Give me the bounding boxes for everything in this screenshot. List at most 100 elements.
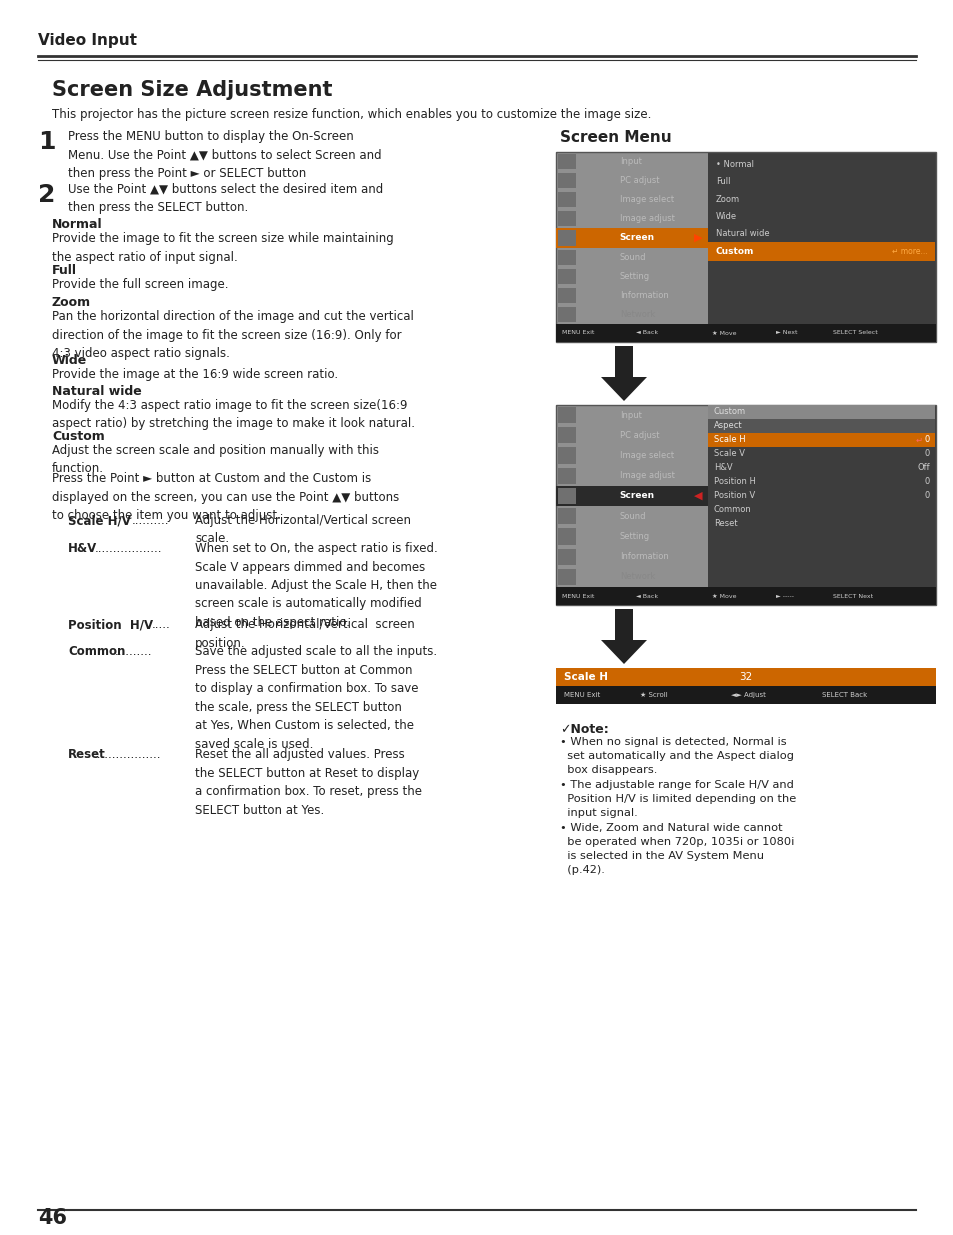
- Text: SELECT Select: SELECT Select: [833, 331, 877, 336]
- Text: Sound: Sound: [619, 253, 646, 262]
- Bar: [556, 405, 935, 605]
- Bar: [707, 405, 934, 419]
- Text: Provide the image at the 16:9 wide screen ratio.: Provide the image at the 16:9 wide scree…: [52, 368, 337, 382]
- Text: ✓Note:: ✓Note:: [559, 722, 608, 736]
- Text: Image select: Image select: [619, 451, 673, 461]
- Text: Reset: Reset: [68, 748, 106, 761]
- Bar: [707, 433, 934, 447]
- Bar: [558, 488, 576, 504]
- Text: Input: Input: [619, 157, 641, 165]
- Text: 2: 2: [38, 183, 55, 207]
- Text: ..........: ..........: [132, 514, 170, 527]
- Text: Scale H: Scale H: [713, 436, 745, 445]
- Text: Network: Network: [619, 572, 655, 582]
- Text: Image adjust: Image adjust: [619, 472, 674, 480]
- Text: Off: Off: [917, 463, 929, 473]
- Text: 0: 0: [923, 478, 929, 487]
- Text: Save the adjusted scale to all the inputs.
Press the SELECT button at Common
to : Save the adjusted scale to all the input…: [194, 645, 436, 751]
- Text: ★ Move: ★ Move: [711, 594, 736, 599]
- Bar: [558, 173, 576, 188]
- Bar: [556, 152, 707, 342]
- Bar: [556, 668, 935, 685]
- Text: 0: 0: [923, 492, 929, 500]
- Text: Scale H: Scale H: [563, 672, 607, 682]
- Text: ↵: ↵: [915, 436, 923, 445]
- Text: When set to On, the aspect ratio is fixed.
Scale V appears dimmed and becomes
un: When set to On, the aspect ratio is fixe…: [194, 542, 437, 629]
- Text: Full: Full: [52, 264, 77, 277]
- Text: ↵ more...: ↵ more...: [891, 247, 927, 256]
- Text: Information: Information: [619, 552, 668, 561]
- Text: Reset the all adjusted values. Press
the SELECT button at Reset to display
a con: Reset the all adjusted values. Press the…: [194, 748, 421, 816]
- Text: ► Next: ► Next: [776, 331, 797, 336]
- Bar: [558, 408, 576, 424]
- Text: Screen: Screen: [619, 233, 655, 242]
- Text: 1: 1: [38, 130, 55, 154]
- Text: Information: Information: [619, 290, 668, 300]
- Text: 46: 46: [38, 1208, 67, 1228]
- Text: ◄► Adjust: ◄► Adjust: [730, 692, 765, 698]
- Text: ★ Move: ★ Move: [711, 331, 736, 336]
- Bar: [558, 447, 576, 463]
- Text: Sound: Sound: [619, 511, 646, 521]
- Text: Natural wide: Natural wide: [52, 385, 142, 398]
- Text: • The adjustable range for Scale H/V and
  Position H/V is limited depending on : • The adjustable range for Scale H/V and…: [559, 781, 796, 818]
- Bar: [558, 569, 576, 585]
- Text: ..................: ..................: [94, 748, 161, 761]
- Text: Custom: Custom: [716, 247, 754, 256]
- Bar: [556, 152, 935, 342]
- Text: Setting: Setting: [619, 532, 649, 541]
- Text: Custom: Custom: [52, 430, 105, 443]
- Text: Provide the full screen image.: Provide the full screen image.: [52, 278, 229, 291]
- Text: Image select: Image select: [619, 195, 673, 204]
- Text: Input: Input: [619, 410, 641, 420]
- Bar: [707, 419, 934, 433]
- Text: Adjust the Horizontal/Vertical  screen
position.: Adjust the Horizontal/Vertical screen po…: [194, 618, 415, 650]
- Text: H&V: H&V: [713, 463, 732, 473]
- Text: .....: .....: [152, 618, 171, 631]
- Text: Wide: Wide: [716, 211, 737, 221]
- Bar: [558, 288, 576, 303]
- Bar: [556, 152, 935, 342]
- Text: Position  H/V: Position H/V: [68, 618, 153, 631]
- Bar: [558, 211, 576, 226]
- Text: Common: Common: [68, 645, 125, 658]
- Bar: [558, 154, 576, 169]
- Text: MENU Exit: MENU Exit: [561, 331, 594, 336]
- Text: Common: Common: [713, 505, 751, 515]
- Text: SELECT Next: SELECT Next: [833, 594, 873, 599]
- Text: 0: 0: [923, 436, 929, 445]
- Bar: [556, 587, 935, 605]
- Text: Aspect: Aspect: [713, 421, 741, 431]
- Text: Scale H/V: Scale H/V: [68, 514, 131, 527]
- Text: Wide: Wide: [52, 354, 87, 367]
- Text: ★ Scroll: ★ Scroll: [639, 692, 667, 698]
- Text: Pan the horizontal direction of the image and cut the vertical
direction of the : Pan the horizontal direction of the imag…: [52, 310, 414, 359]
- Text: Provide the image to fit the screen size while maintaining
the aspect ratio of i: Provide the image to fit the screen size…: [52, 232, 394, 263]
- Text: Network: Network: [619, 310, 655, 319]
- Bar: [558, 508, 576, 525]
- Text: MENU Exit: MENU Exit: [561, 594, 594, 599]
- Bar: [556, 228, 707, 247]
- Text: PC adjust: PC adjust: [619, 177, 659, 185]
- Text: Normal: Normal: [52, 219, 103, 231]
- Text: PC adjust: PC adjust: [619, 431, 659, 440]
- Text: Use the Point ▲▼ buttons select the desired item and
then press the SELECT butto: Use the Point ▲▼ buttons select the desi…: [68, 183, 383, 215]
- Text: Adjust the screen scale and position manually with this
function.: Adjust the screen scale and position man…: [52, 445, 378, 475]
- Text: Setting: Setting: [619, 272, 649, 280]
- Text: 0: 0: [923, 450, 929, 458]
- Bar: [556, 324, 935, 342]
- Text: Reset: Reset: [713, 520, 737, 529]
- Text: Press the MENU button to display the On-Screen
Menu. Use the Point ▲▼ buttons to: Press the MENU button to display the On-…: [68, 130, 381, 180]
- Text: H&V: H&V: [68, 542, 97, 555]
- Text: Modify the 4:3 aspect ratio image to fit the screen size(16:9
aspect ratio) by s: Modify the 4:3 aspect ratio image to fit…: [52, 399, 415, 431]
- Text: • Normal: • Normal: [716, 161, 753, 169]
- Text: ► -----: ► -----: [776, 594, 794, 599]
- Text: SELECT Back: SELECT Back: [821, 692, 866, 698]
- Text: Zoom: Zoom: [52, 296, 91, 309]
- Text: ◄ Back: ◄ Back: [635, 331, 658, 336]
- Text: Video Input: Video Input: [38, 33, 137, 48]
- Polygon shape: [600, 609, 646, 664]
- Text: ▶: ▶: [693, 233, 701, 243]
- Bar: [558, 231, 576, 246]
- Text: Press the Point ► button at Custom and the Custom is
displayed on the screen, yo: Press the Point ► button at Custom and t…: [52, 472, 399, 522]
